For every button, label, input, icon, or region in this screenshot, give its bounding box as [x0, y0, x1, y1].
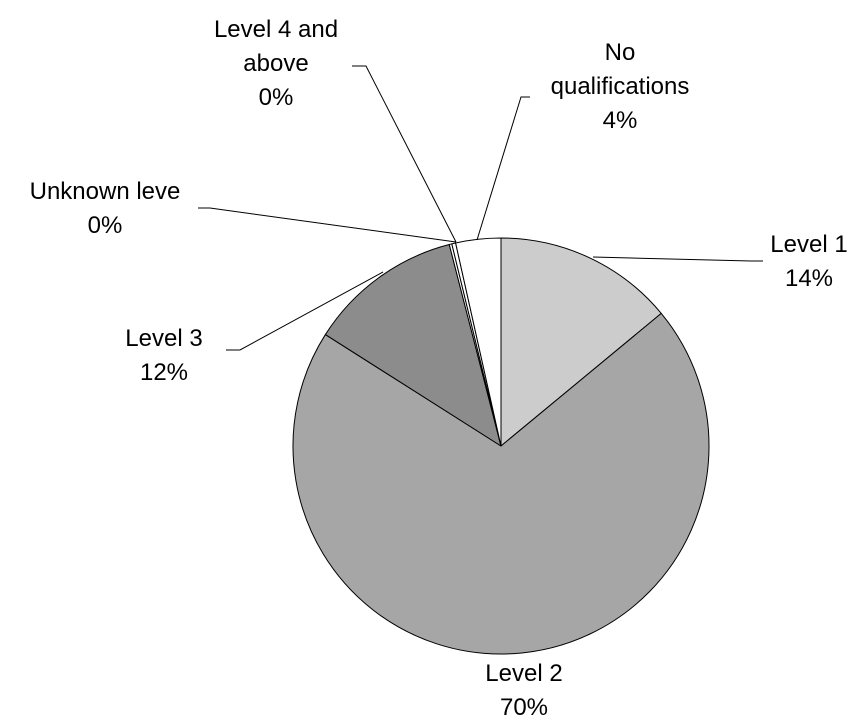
- slice-label-level-4-and-above: Level 4 and: [214, 16, 338, 43]
- leader-line-level-3: [226, 271, 384, 351]
- pie-slice-level-1: [500, 237, 662, 447]
- slice-label-no-qualifications: qualifications: [551, 73, 690, 100]
- pie-slice-level-3: [324, 244, 502, 447]
- slice-percent-level-1: 14%: [785, 265, 833, 292]
- leader-line-level-4-and-above: [352, 65, 457, 243]
- slice-label-level-1: Level 1: [770, 231, 847, 258]
- pie-slice-no-qualifications: [455, 237, 502, 447]
- slice-label-level-4-and-above: above: [243, 50, 308, 77]
- slice-label-level-3: Level 3: [125, 325, 202, 352]
- leader-line-unknown-leve: [198, 207, 457, 243]
- pie-slices: [292, 237, 710, 655]
- slice-label-no-qualifications: No: [605, 39, 636, 66]
- slice-percent-level-3: 12%: [140, 359, 188, 386]
- slice-percent-level-4-and-above: 0%: [259, 84, 294, 111]
- pie-slice-level-2: [292, 312, 710, 655]
- slice-labels: Level 1 14% Level 2 70% Level 3 12% Unknown le…: [30, 16, 848, 721]
- slice-label-level-2: Level 2: [485, 660, 562, 687]
- leader-line-no-qualifications: [476, 96, 530, 241]
- slice-label-unknown-leve: Unknown leve: [30, 178, 181, 205]
- leader-lines: [198, 65, 763, 351]
- slice-percent-no-qualifications: 4%: [603, 107, 638, 134]
- slice-percent-unknown-leve: 0%: [88, 212, 123, 239]
- slice-percent-level-2: 70%: [500, 694, 548, 721]
- leader-line-level-1: [592, 256, 763, 262]
